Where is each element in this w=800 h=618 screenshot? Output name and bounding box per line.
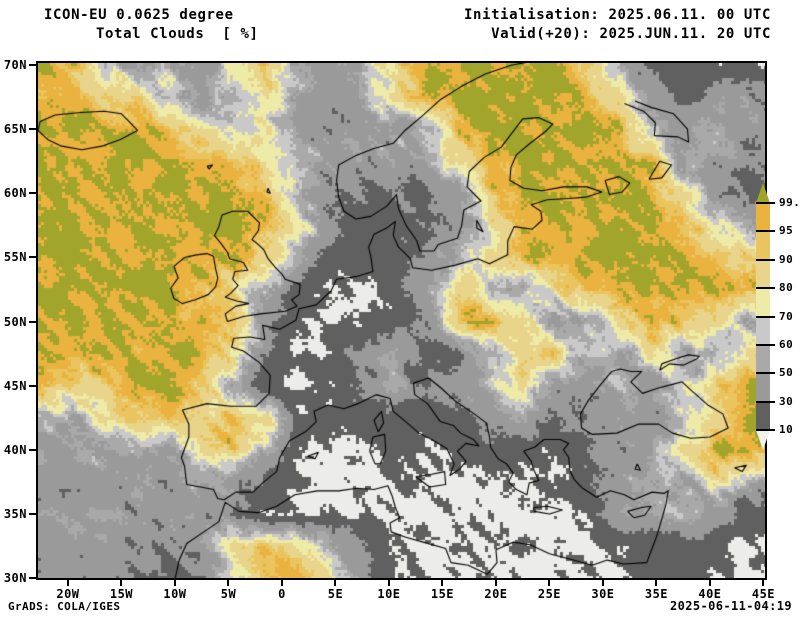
lon-tick-label: 0 [278,587,286,601]
lon-tick-label: 40E [698,587,722,601]
map-frame [36,61,767,580]
colorbar-tick [756,315,775,318]
colorbar-segment [756,259,770,289]
lat-tick-label: 30N [3,571,27,586]
lon-tick [548,580,551,586]
colorbar-tick [756,230,775,233]
lon-tick-label: 25E [537,587,562,601]
lon-tick-label: 30E [591,587,615,601]
lon-tick-label: 5W [220,587,237,601]
colorbar-tick-label: 70 [779,309,794,323]
colorbar-segment [756,203,770,232]
lon-tick-label: 10E [377,587,401,601]
lon-tick-label: 35E [644,587,669,601]
lat-tick [29,256,36,259]
colorbar-tick [756,287,775,290]
lat-tick [29,64,36,67]
model-title: ICON-EU 0.0625 degree [44,7,234,23]
lon-tick [120,580,123,586]
colorbar-segment [756,231,770,260]
lon-tick [66,580,69,586]
colorbar-tick-label: 60 [779,338,794,351]
lon-tick-label: 10W [163,587,187,601]
colorbar-tick-label: 90 [779,252,794,266]
total-clouds-map-canvas [38,63,765,578]
colorbar-tick-label: 30 [779,394,794,408]
colorbar-above-max-arrow [756,183,770,203]
lat-tick [29,192,36,195]
lon-tick-label: 15E [430,587,455,601]
creation-timestamp: 2025-06-11-04:19 [670,599,792,613]
colorbar-tick-label: 95 [779,224,794,238]
colorbar-tick [756,372,775,375]
grads-credit: GrADS: COLA/IGES [8,600,121,613]
colorbar-tick-label: 80 [779,281,794,295]
initialisation-time: Initialisation: 2025.06.11. 00 UTC [464,7,771,23]
lon-tick [280,580,283,586]
lat-tick-label: 60N [3,186,27,201]
lon-tick [227,580,230,586]
lat-tick [29,128,36,131]
colorbar-tick [756,258,775,261]
lon-tick-label: 20W [56,587,80,601]
lon-tick [441,580,444,586]
lon-tick [601,580,604,586]
variable-title: Total Clouds [ %] [96,26,259,42]
lon-tick [708,580,711,586]
colorbar-tick [756,344,775,346]
lon-tick [762,580,765,586]
colorbar-segment [756,316,770,345]
colorbar-segment [756,288,770,317]
colorbar-tick [756,429,775,432]
lon-tick [387,580,390,586]
lat-tick [29,384,36,387]
lon-tick-label: 45E [751,587,776,601]
colorbar-tick-label: 99.5 [779,196,800,209]
lat-tick-label: 50N [3,314,27,329]
lon-tick-label: 20E [484,587,508,601]
colorbar-tick-label: 10 [779,423,794,437]
lat-tick-label: 45N [3,378,27,393]
lat-tick [29,577,36,580]
lon-tick-label: 5E [327,587,344,601]
colorbar-segment [756,401,770,431]
lat-tick-label: 65N [3,122,27,137]
colorbar-below-min-arrow [756,430,770,451]
colorbar-tick-label: 50 [779,366,794,380]
lat-tick-label: 55N [3,250,27,265]
colorbar-segment [756,373,770,402]
lon-tick [173,580,176,586]
colorbar-segment [756,345,770,374]
lat-tick [29,512,36,515]
lon-tick [494,580,497,586]
lon-tick [334,580,337,586]
lat-tick [29,320,36,323]
lat-tick-label: 40N [3,442,27,457]
lat-tick [29,448,36,451]
colorbar-tick [756,202,775,204]
lat-tick-label: 70N [3,58,27,73]
colorbar-tick [756,400,775,403]
valid-time: Valid(+20): 2025.JUN.11. 20 UTC [491,26,771,42]
lon-tick-label: 15W [109,587,134,601]
lat-tick-label: 35N [3,506,27,521]
lon-tick [655,580,658,586]
